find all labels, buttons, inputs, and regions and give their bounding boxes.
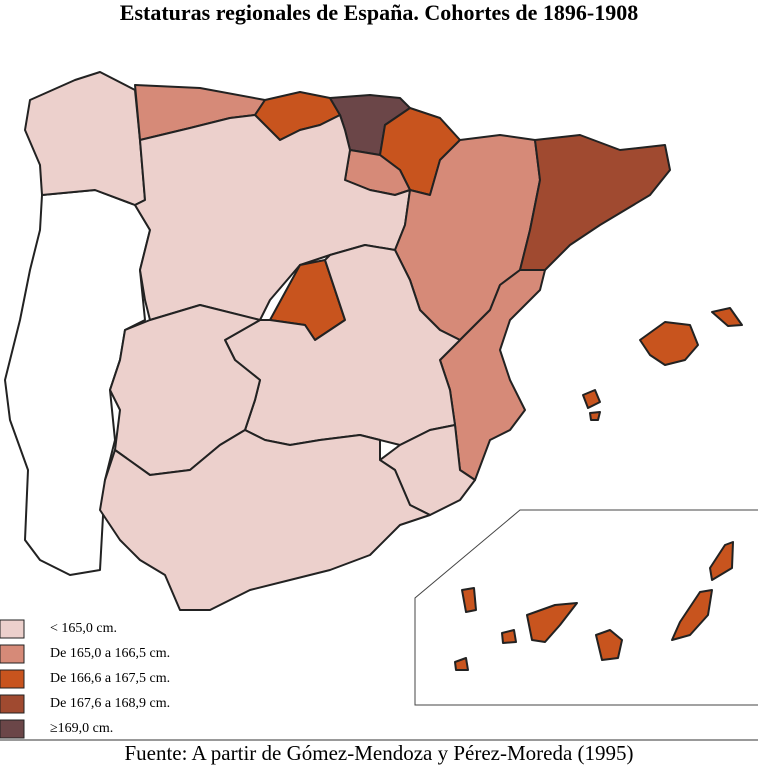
legend: < 165,0 cm. De 165,0 a 166,5 cm. De 166,6 … [0,619,170,739]
legend-swatch [0,644,25,664]
baleares [582,307,743,421]
legend-label: De 166,6 a 167,5 cm. [50,671,170,686]
tenerife [526,602,578,643]
cataluna [519,134,671,271]
legend-swatch [0,719,25,739]
ibiza [582,389,601,409]
gran-canaria [595,629,623,661]
galicia [24,71,146,206]
valencia [439,269,546,481]
legend-label: ≥169,0 cm. [50,721,113,736]
legend-label: De 165,0 a 166,5 cm. [50,646,170,661]
legend-label: < 165,0 cm. [50,621,117,636]
menorca [711,307,743,327]
gomera [501,629,517,644]
regions [24,71,743,611]
legend-swatch [0,669,25,689]
legend-swatch [0,694,25,714]
la-palma [461,587,477,613]
hierro [454,657,469,671]
canarias [454,541,734,671]
formentera [589,411,601,421]
andalucia [99,429,431,611]
title: Estaturas regionales de España. Cohortes… [120,0,638,25]
canarias-frame [414,509,758,706]
fuerteventura [671,589,713,641]
legend-swatch [0,619,25,639]
legend-label: De 167,6 a 168,9 cm. [50,696,170,711]
lanzarote [709,541,734,581]
mallorca [639,321,699,366]
source: Fuente: A partir de Gómez-Mendoza y Pére… [124,741,633,765]
